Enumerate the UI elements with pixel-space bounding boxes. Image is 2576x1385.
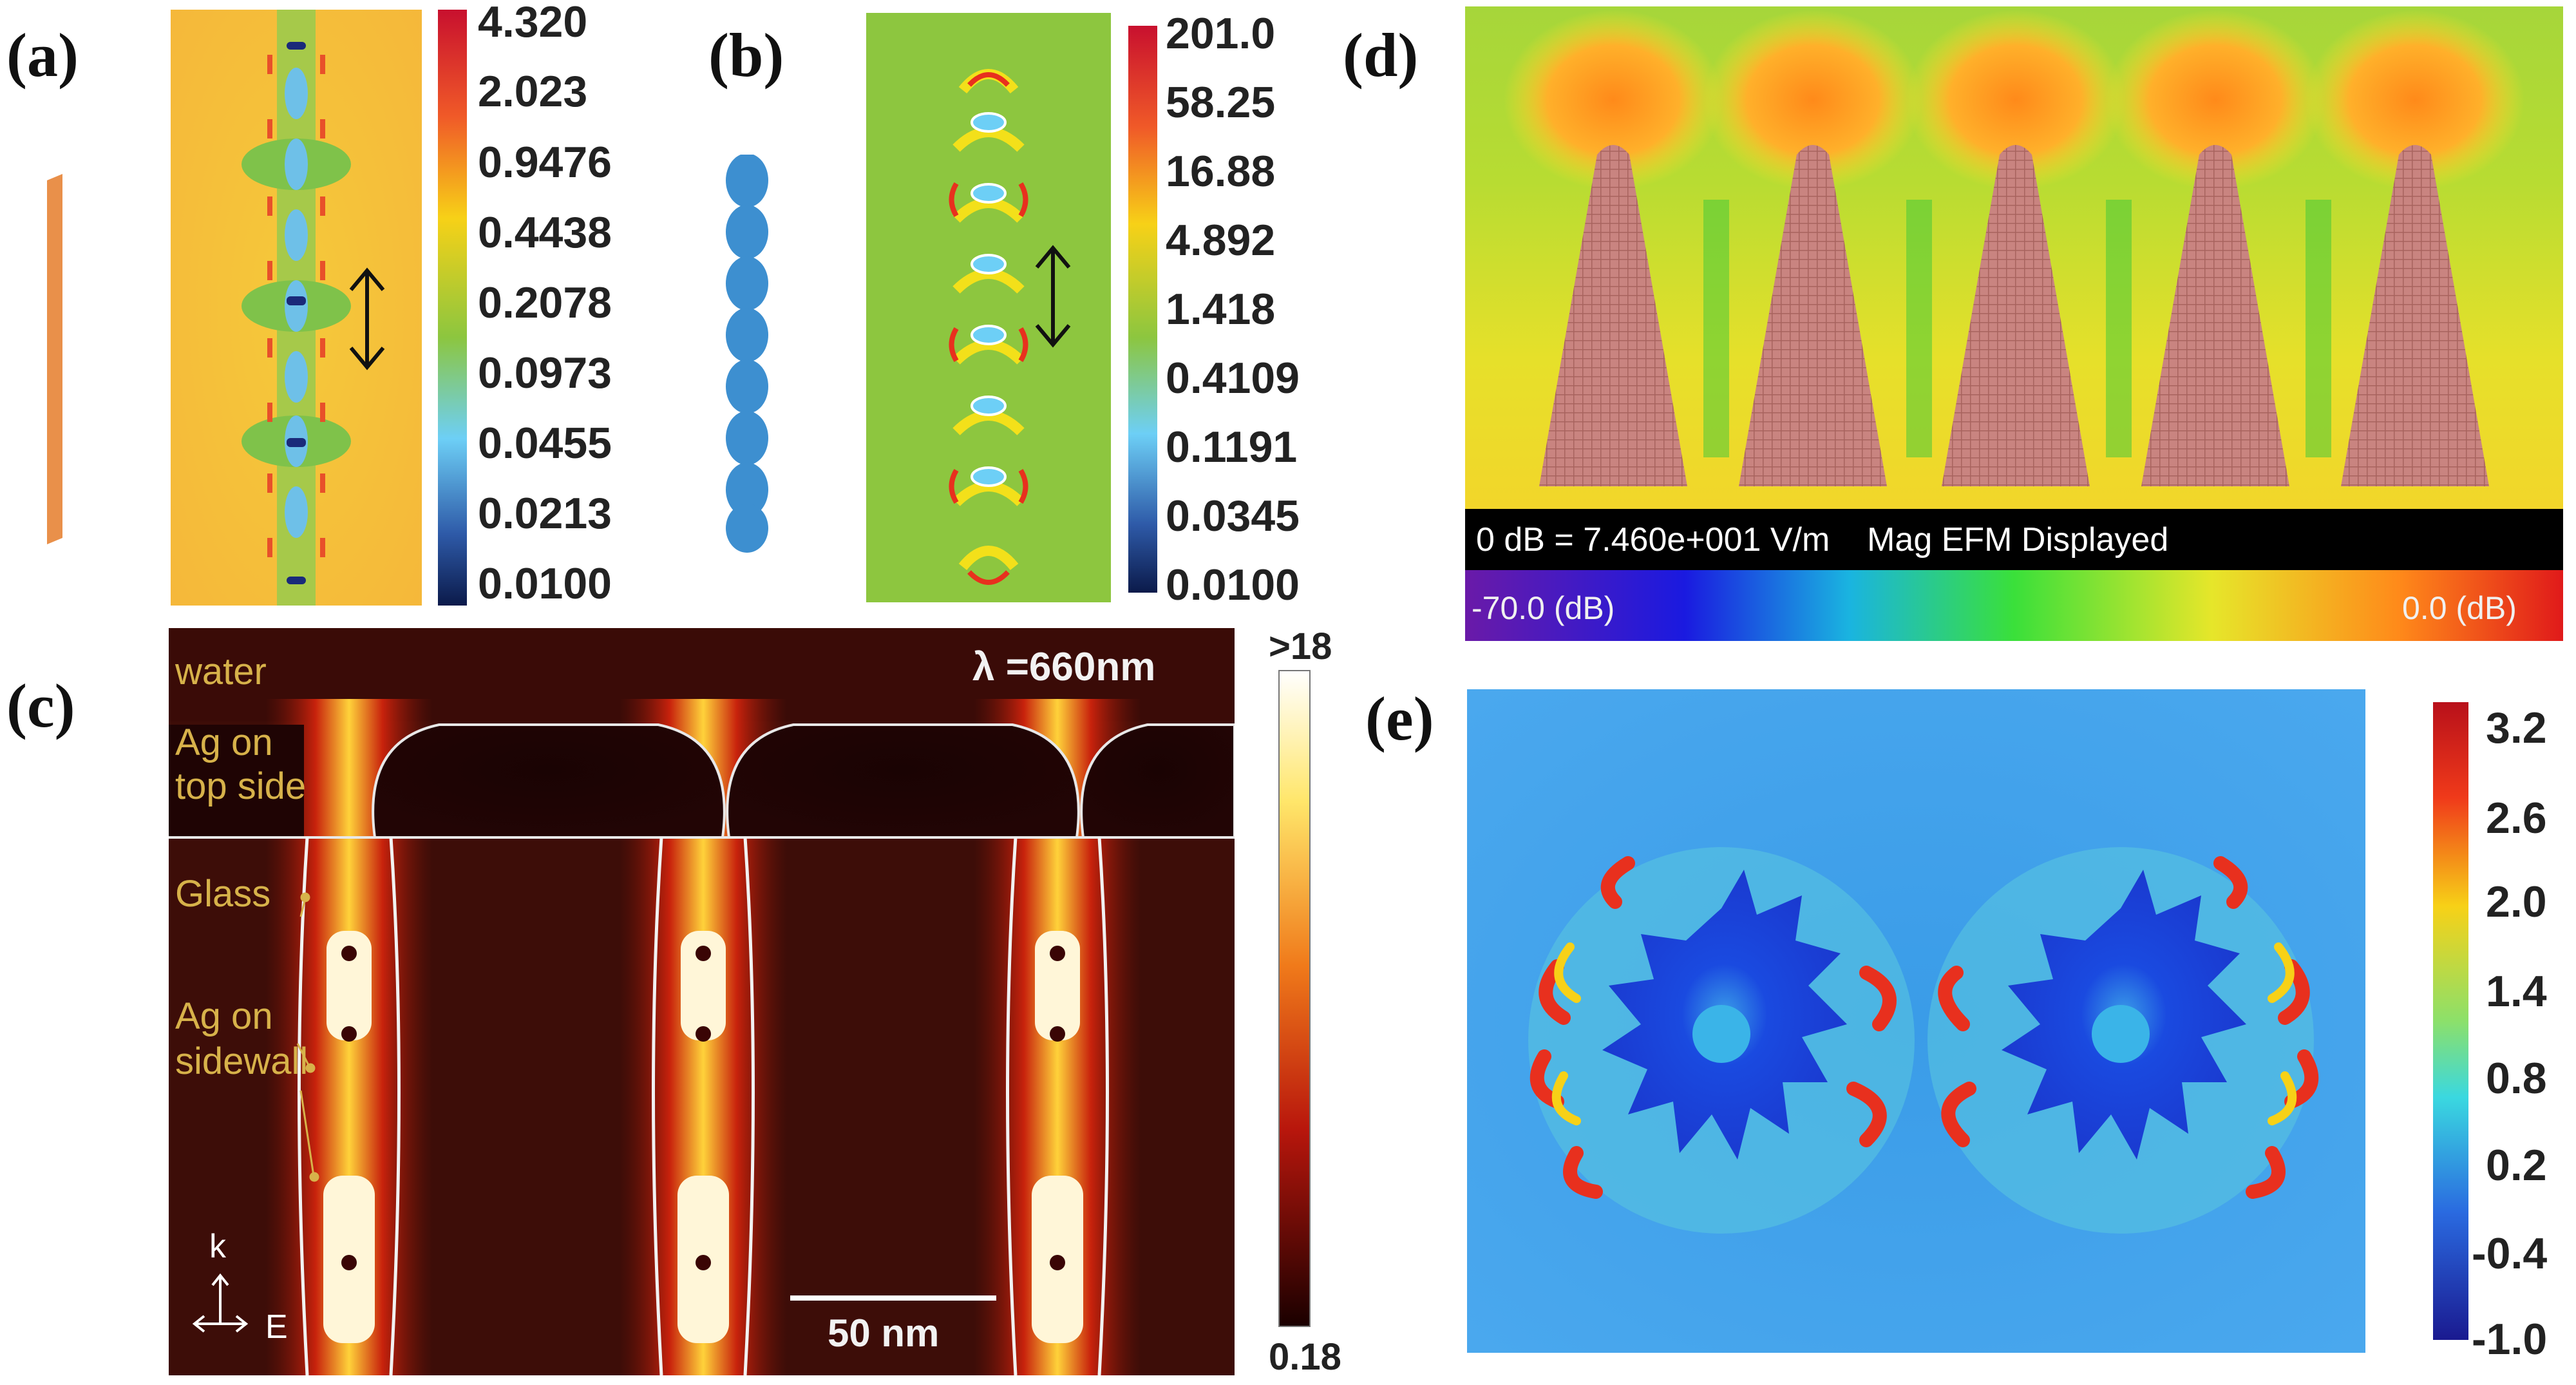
panel-d-scale-max: 0.0 (dB) [2402,590,2517,626]
colorbar-b-tick: 16.88 [1166,147,1276,196]
colorbar-a-tick: 0.0973 [478,349,612,397]
panel-a-colorbar [438,10,467,606]
label-ag-side-line1: Ag on [175,995,273,1037]
colorbar-b-tick: 0.0345 [1166,492,1300,540]
colorbar-e-tick: 2.0 [2486,877,2547,926]
panel-c-field-map [169,628,1235,1375]
colorbar-e-tick: 0.2 [2486,1141,2547,1190]
colorbar-e-tick: 2.6 [2486,794,2547,843]
colorbar-b-tick: 0.4109 [1166,354,1300,403]
panel-a-field-map [171,10,422,606]
panel-b-field-map [866,13,1111,602]
colorbar-c-min: 0.18 [1269,1336,1341,1378]
colorbar-e-tick: 1.4 [2486,967,2547,1016]
panel-d-scale-min: -70.0 (dB) [1472,590,1615,626]
panel-e-field-map [1467,689,2365,1353]
axis-e-label: E [265,1308,288,1346]
colorbar-a-tick: 0.2078 [478,278,612,327]
polarization-arrow-a [349,267,385,370]
colorbar-e-tick: 0.8 [2486,1054,2547,1103]
panel-e-colorbar [2433,702,2468,1340]
scalebar-label: 50 nm [828,1312,940,1355]
colorbar-a-tick: 0.0455 [478,419,612,468]
panel-e-label: (e) [1365,684,1434,753]
colorbar-a-tick: 4.320 [478,0,588,46]
nanorod-schematic [47,174,62,544]
wavelength-label: λ =660nm [972,645,1156,689]
colorbar-a-tick: 0.9476 [478,138,612,187]
colorbar-a-tick: 0.0100 [478,559,612,608]
colorbar-b-tick: 1.418 [1166,285,1276,334]
nanosphere-chain-schematic [726,155,768,553]
panel-c-label: (c) [6,671,75,740]
colorbar-b-tick: 0.0100 [1166,560,1300,609]
colorbar-b-tick: 0.1191 [1166,423,1298,472]
colorbar-b-tick: 4.892 [1166,216,1276,265]
panel-a-label: (a) [6,21,79,90]
label-glass: Glass [175,873,271,915]
colorbar-a-tick: 2.023 [478,67,588,116]
panel-d-info-text: 0 dB = 7.460e+001 V/m Mag EFM Displayed [1476,521,2169,559]
panel-d-label: (d) [1343,21,1419,90]
colorbar-b-tick: 201.0 [1166,9,1276,58]
panel-b-colorbar [1128,26,1157,593]
colorbar-a-tick: 0.0213 [478,489,612,538]
colorbar-c-max: >18 [1269,626,1332,667]
axis-k-label: k [209,1228,226,1265]
colorbar-e-tick: 3.2 [2486,703,2547,752]
panel-b-label: (b) [708,21,784,90]
label-ag-side-line2: sidewall [175,1040,308,1082]
panel-c-colorbar [1278,670,1311,1327]
label-water: water [175,651,267,692]
panel-d-field-map [1465,6,2563,641]
colorbar-e-tick: -0.4 [2472,1229,2548,1278]
colorbar-b-tick: 58.25 [1166,78,1276,127]
label-ag-top-line1: Ag on [175,721,273,763]
colorbar-e-tick: -1.0 [2472,1315,2548,1364]
polarization-arrow-b [1035,245,1071,348]
label-ag-top-line2: top side [175,765,307,807]
colorbar-a-tick: 0.4438 [478,208,612,257]
